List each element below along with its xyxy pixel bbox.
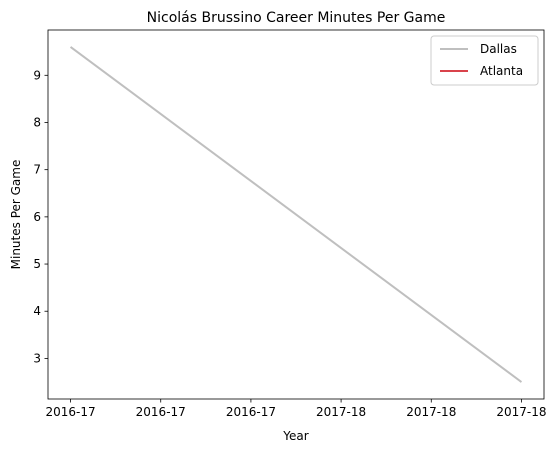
x-axis: 2016-17 2016-17 2016-17 2017-18 2017-18 2017-… [45, 399, 547, 419]
y-tick-label: 6 [33, 210, 41, 224]
legend-label-atlanta: Atlanta [480, 64, 523, 78]
y-tick-label: 3 [33, 351, 41, 365]
series-line-dallas [69, 46, 523, 383]
x-tick-label: 2016-17 [136, 405, 186, 419]
x-axis-title: Year [282, 429, 308, 443]
y-tick-label: 5 [33, 257, 41, 271]
series-layer [69, 46, 523, 383]
x-tick-label: 2016-17 [45, 405, 95, 419]
x-tick-label: 2016-17 [226, 405, 276, 419]
y-axis: 3 4 5 6 7 8 9 [33, 68, 48, 365]
plot-area [69, 46, 523, 383]
y-tick-label: 8 [33, 115, 41, 129]
y-tick-label: 9 [33, 68, 41, 82]
plot-frame [47, 29, 545, 400]
chart-title: Nicolás Brussino Career Minutes Per Game [147, 10, 446, 26]
y-tick-label: 4 [33, 304, 41, 318]
legend-label-dallas: Dallas [480, 42, 517, 56]
y-tick-label: 7 [33, 163, 41, 177]
x-tick-label: 2017-18 [496, 405, 546, 419]
x-tick-label: 2017-18 [406, 405, 456, 419]
legend: Dallas Atlanta [430, 35, 539, 86]
x-tick-label: 2017-18 [316, 405, 366, 419]
y-axis-title: Minutes Per Game [9, 160, 23, 270]
